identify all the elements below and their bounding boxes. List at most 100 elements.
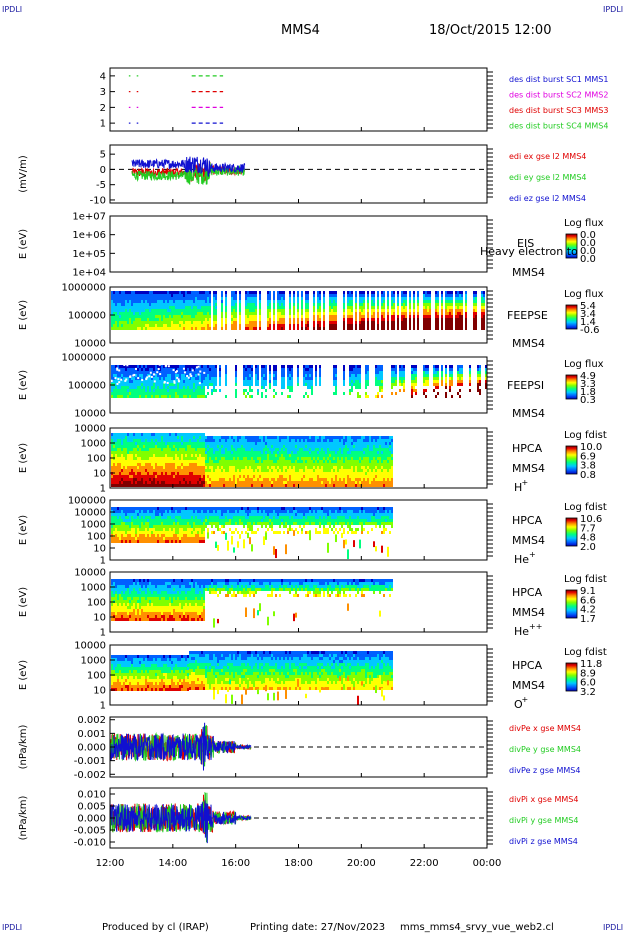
- heatmap-cell: [187, 436, 189, 439]
- heatmap-cell: [355, 371, 357, 374]
- heatmap-cell: [169, 306, 171, 309]
- heatmap-cell: [435, 371, 437, 374]
- heatmap-cell: [133, 442, 135, 445]
- heatmap-cell: [205, 309, 207, 312]
- heatmap-cell: [303, 451, 305, 454]
- heatmap-cell: [135, 386, 137, 389]
- heatmap-cell: [287, 481, 289, 484]
- heatmap-cell: [263, 374, 265, 377]
- heatmap-cell: [333, 306, 335, 309]
- heatmap-cell: [177, 484, 179, 487]
- heatmap-cell: [423, 377, 425, 380]
- heatmap-cell: [271, 451, 273, 454]
- heatmap-cell: [125, 297, 127, 300]
- legend-entry: edi ey gse l2 MMS4: [509, 173, 587, 182]
- heatmap-cell: [323, 472, 325, 475]
- heatmap-cell: [283, 448, 285, 451]
- heatmap-cell: [149, 368, 151, 371]
- heatmap-cell: [473, 297, 475, 300]
- heatmap-cell: [359, 374, 361, 377]
- heatmap-cell: [265, 380, 267, 383]
- heatmap-cell: [361, 312, 363, 315]
- heatmap-cell: [483, 312, 485, 315]
- heatmap-cell: [115, 436, 117, 439]
- heatmap-gap: [149, 371, 152, 374]
- heatmap-cell: [257, 478, 259, 481]
- heatmap-cell: [437, 321, 439, 324]
- heatmap-cell: [235, 466, 237, 469]
- heatmap-cell: [189, 291, 191, 294]
- heatmap-cell: [199, 294, 201, 297]
- heatmap-cell: [383, 294, 385, 297]
- heatmap-cell: [197, 433, 199, 436]
- heatmap-cell: [235, 451, 237, 454]
- heatmap-cell: [433, 365, 435, 368]
- heatmap-cell: [323, 291, 325, 294]
- heatmap-cell: [113, 478, 115, 481]
- heatmap-cell: [301, 318, 303, 321]
- colorbar-value: 3.3: [580, 379, 596, 390]
- heatmap-gap: [110, 379, 113, 382]
- heatmap-cell: [299, 451, 301, 454]
- heatmap-cell: [207, 365, 209, 368]
- heatmap-cell: [177, 321, 179, 324]
- heatmap-cell: [187, 306, 189, 309]
- heatmap-cell: [185, 291, 187, 294]
- heatmap-cell: [187, 312, 189, 315]
- heatmap-cell: [179, 377, 181, 380]
- heatmap-cell: [355, 321, 357, 324]
- heatmap-cell: [177, 303, 179, 306]
- heatmap-cell: [161, 371, 163, 374]
- heatmap-cell: [245, 451, 247, 454]
- heatmap-cell: [129, 445, 131, 448]
- heatmap-cell: [235, 315, 237, 318]
- heatmap-cell: [235, 389, 237, 392]
- heatmap-cell: [423, 383, 425, 386]
- heatmap-cell: [207, 445, 209, 448]
- spacecraft-label: MMS4: [512, 407, 545, 420]
- heatmap-cell: [363, 300, 365, 303]
- heatmap-cell: [129, 478, 131, 481]
- heatmap-cell: [151, 294, 153, 297]
- heatmap-cell: [323, 481, 325, 484]
- heatmap-cell: [393, 303, 395, 306]
- heatmap-cell: [203, 445, 205, 448]
- heatmap-cell: [135, 294, 137, 297]
- heatmap-cell: [229, 451, 231, 454]
- heatmap-cell: [191, 451, 193, 454]
- heatmap-cell: [255, 478, 257, 481]
- heatmap-cell: [449, 389, 451, 392]
- heatmap-cell: [187, 448, 189, 451]
- heatmap-cell: [247, 297, 249, 300]
- heatmap-cell: [179, 460, 181, 463]
- heatmap-cell: [195, 377, 197, 380]
- heatmap-cell: [307, 454, 309, 457]
- heatmap-cell: [175, 315, 177, 318]
- heatmap-cell: [115, 324, 117, 327]
- heatmap-cell: [111, 300, 113, 303]
- heatmap-cell: [149, 318, 151, 321]
- heatmap-cell: [267, 294, 269, 297]
- heatmap-cell: [303, 460, 305, 463]
- heatmap-cell: [245, 484, 247, 487]
- heatmap-cell: [213, 386, 215, 389]
- heatmap-cell: [217, 466, 219, 469]
- heatmap-cell: [157, 392, 159, 395]
- heatmap-cell: [165, 294, 167, 297]
- heatmap-cell: [191, 460, 193, 463]
- heatmap-cell: [457, 315, 459, 318]
- heatmap-cell: [323, 327, 325, 330]
- heatmap-cell: [133, 457, 135, 460]
- heatmap-cell: [273, 377, 275, 380]
- heatmap-cell: [475, 300, 477, 303]
- heatmap-cell: [435, 377, 437, 380]
- heatmap-cell: [399, 368, 401, 371]
- heatmap-cell: [445, 300, 447, 303]
- heatmap-cell: [367, 374, 369, 377]
- heatmap-cell: [157, 472, 159, 475]
- heatmap-cell: [303, 377, 305, 380]
- heatmap-cell: [203, 433, 205, 436]
- heatmap-cell: [391, 306, 393, 309]
- heatmap-cell: [247, 365, 249, 368]
- heatmap-cell: [261, 374, 263, 377]
